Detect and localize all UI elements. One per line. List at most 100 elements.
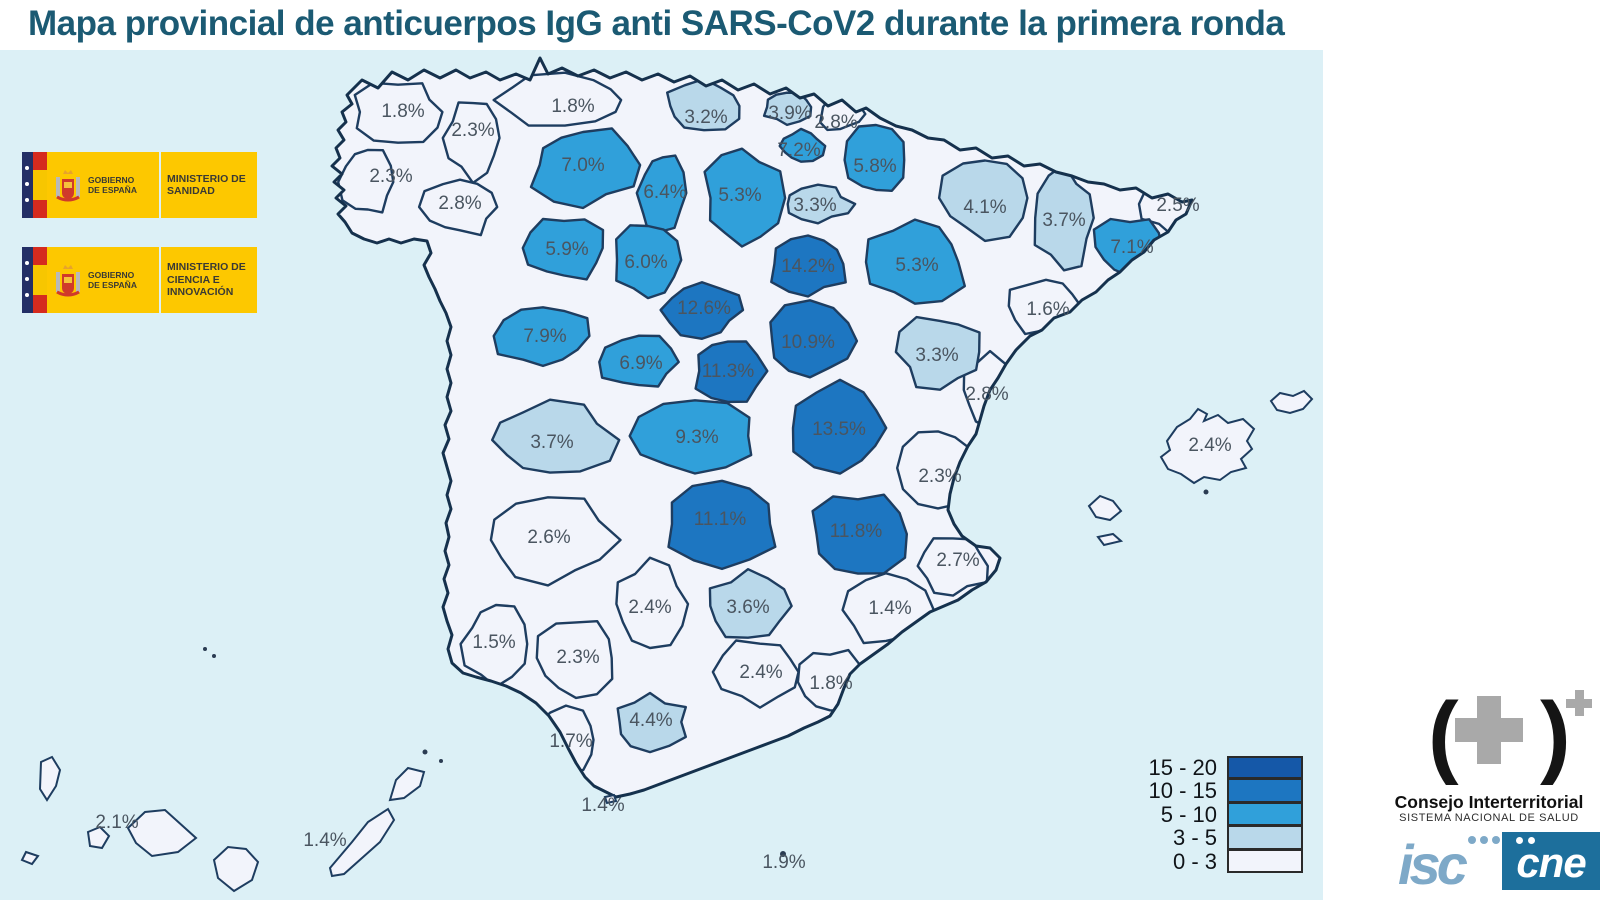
province-valladolid (615, 224, 683, 300)
province-ciudad-real (667, 479, 777, 571)
label-zamora: 5.9% (545, 239, 589, 260)
province-madrid (694, 340, 769, 404)
island-el-hierro (20, 850, 40, 866)
legend-swatch (1227, 802, 1303, 827)
isciii-logo: isc (1398, 833, 1468, 896)
cne-dots-icon (1516, 837, 1535, 844)
province-sevilla (535, 620, 614, 700)
island-lanzarote (388, 766, 426, 802)
legend-swatch (1227, 779, 1303, 803)
province-avila (598, 334, 680, 388)
label-melilla: 1.9% (762, 852, 806, 873)
page-title: Mapa provincial de anticuerpos IgG anti … (28, 4, 1285, 43)
label-segovia: 12.6% (677, 298, 731, 319)
label-gipuzkoa: 2.8% (814, 112, 858, 133)
province-caceres (491, 398, 621, 474)
province-segovia (659, 281, 745, 340)
ministerio-sanidad-label: MINISTERIO DE SANIDAD (161, 152, 257, 218)
ministerio-ciencia-label: MINISTERIO DE CIENCIA E INNOVACIÓN (161, 247, 257, 313)
label-salamanca: 7.9% (523, 326, 567, 347)
island-la-gomera (86, 825, 111, 850)
island-menorca (1269, 389, 1314, 415)
province-lugo (441, 101, 501, 185)
label-jaen: 3.6% (726, 597, 770, 618)
province-zaragoza (864, 218, 966, 305)
province-cordoba (615, 556, 690, 650)
province-cuenca (791, 378, 888, 475)
label-alava: 7.2% (777, 140, 821, 161)
label-pontevedra: 2.3% (369, 166, 413, 187)
legend-swatch (1227, 826, 1303, 850)
sns-plus-logo: ( ) (1428, 688, 1593, 788)
province-palencia (635, 154, 688, 236)
gobierno-espana-label: GOBIERNO DE ESPAÑA (88, 270, 137, 290)
island-ceuta (603, 793, 618, 805)
label-ciudad-real: 11.1% (693, 509, 747, 530)
label-granada: 2.4% (739, 662, 783, 683)
province-soria (770, 234, 847, 298)
islet-dot (439, 759, 443, 763)
label-murcia: 1.4% (868, 598, 912, 619)
province-leon (529, 127, 642, 210)
label-vizcaya: 3.9% (768, 103, 812, 124)
spain-coastline (330, 56, 1194, 799)
label-cuenca: 13.5% (812, 419, 866, 440)
isciii-dots-icon (1468, 836, 1500, 844)
right-parenthesis-glyph: ) (1540, 684, 1571, 786)
label-cadiz: 1.7% (549, 731, 593, 752)
spain-flag-icon (22, 152, 47, 218)
province-albacete (811, 493, 908, 575)
province-asturias (492, 71, 623, 127)
province-cantabria (666, 77, 741, 132)
label-asturias: 1.8% (551, 96, 595, 117)
province-guadalajara (769, 299, 859, 379)
province-ourense (417, 178, 499, 237)
sistema-nacional-salud-label: SISTEMA NACIONAL DE SALUD (1399, 812, 1579, 824)
province-granada (711, 639, 800, 709)
islet-dot (422, 749, 428, 755)
label-castellon: 2.8% (965, 384, 1009, 405)
label-palencia: 6.4% (643, 182, 687, 203)
legend-label: 3 - 5 (1172, 825, 1217, 851)
island-fuerteventura (328, 807, 396, 878)
legend-row: 0 - 3 (1120, 849, 1303, 873)
label-lugo: 2.3% (451, 120, 495, 141)
label-madrid: 11.3% (701, 361, 755, 382)
province-salamanca (492, 306, 591, 368)
label-zaragoza: 5.3% (895, 255, 939, 276)
label-toledo: 9.3% (675, 427, 719, 448)
label-soria: 14.2% (781, 256, 835, 277)
label-barcelona: 7.1% (1110, 237, 1154, 258)
label-huesca: 4.1% (963, 197, 1007, 218)
province-toledo (628, 399, 753, 475)
logo-ministerio-sanidad: GOBIERNO DE ESPAÑA MINISTERIO DE SANIDAD (22, 152, 257, 218)
islet-dot (780, 851, 786, 857)
label-almeria: 1.8% (809, 673, 853, 694)
province-teruel (894, 315, 981, 391)
province-a-coruna (353, 81, 444, 144)
legend-row: 5 - 10 (1120, 801, 1303, 827)
label-sevilla: 2.3% (556, 647, 600, 668)
label-malaga: 4.4% (629, 710, 673, 731)
label-las-palmas: 1.4% (303, 830, 347, 851)
island-ibiza (1087, 494, 1123, 522)
legend-label: 5 - 10 (1160, 801, 1217, 827)
province-badajoz (489, 496, 622, 587)
label-a-coruna: 1.8% (381, 101, 425, 122)
legend-label: 10 - 15 (1148, 778, 1218, 804)
label-ceuta: 1.4% (581, 795, 625, 816)
island-la-palma (38, 755, 62, 802)
label-caceres: 3.7% (530, 432, 574, 453)
province-huelva (459, 603, 529, 688)
province-burgos (703, 147, 787, 248)
left-parenthesis-glyph: ( (1428, 684, 1459, 786)
coat-of-arms-icon (56, 265, 80, 297)
label-cantabria: 3.2% (684, 107, 728, 128)
consejo-interterritorial-label: Consejo Interterritorial (1394, 792, 1584, 812)
islet-dot (203, 647, 207, 651)
label-ourense: 2.8% (438, 193, 482, 214)
logo-ministerio-ciencia: GOBIERNO DE ESPAÑA MINISTERIO DE CIENCIA… (22, 247, 257, 313)
